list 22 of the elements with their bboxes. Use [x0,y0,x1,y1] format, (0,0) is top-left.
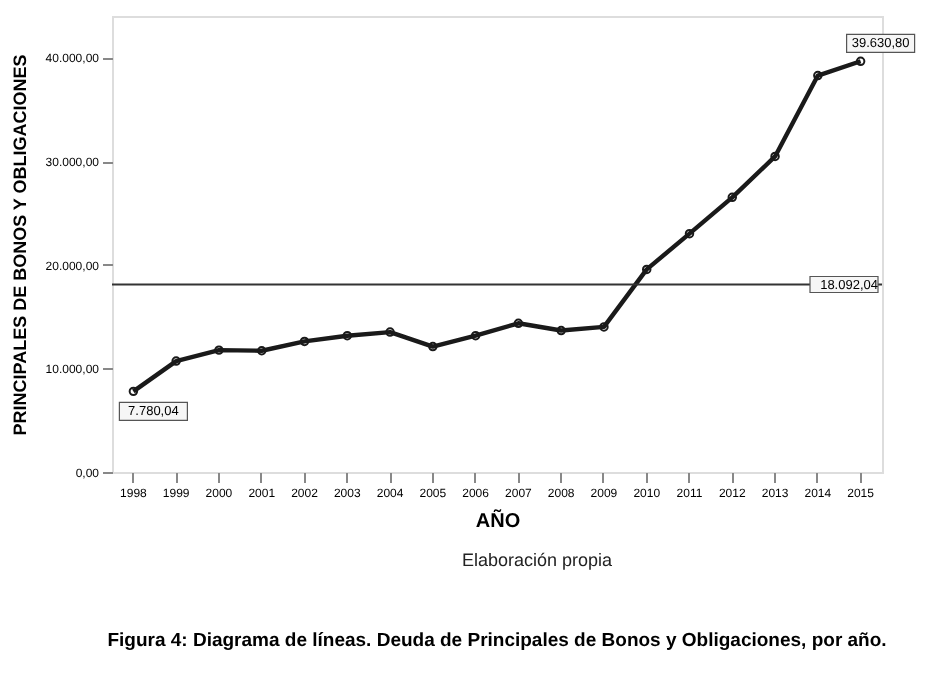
point [299,336,310,347]
point [128,386,139,397]
point [470,330,481,341]
point [342,330,353,341]
point [727,192,738,203]
point [214,345,224,355]
text: Figura 4: Diagrama de líneas. Deuda de Principales de Bonos y Obligaciones, por año. [107,630,887,652]
y-axis-title: PRINCIPALES DE BONOS Y OBLIGACIONES [9,54,30,436]
point [256,346,267,356]
point [855,56,866,67]
point [641,264,652,275]
point [813,70,823,81]
point [171,356,181,366]
x-axis-title: AÑO [475,509,521,533]
point [684,228,695,239]
point [556,325,566,336]
point [385,327,395,337]
point [599,322,609,332]
point [770,151,780,162]
point [428,341,438,352]
text: Elaboración propia [461,550,613,570]
point [513,318,524,329]
